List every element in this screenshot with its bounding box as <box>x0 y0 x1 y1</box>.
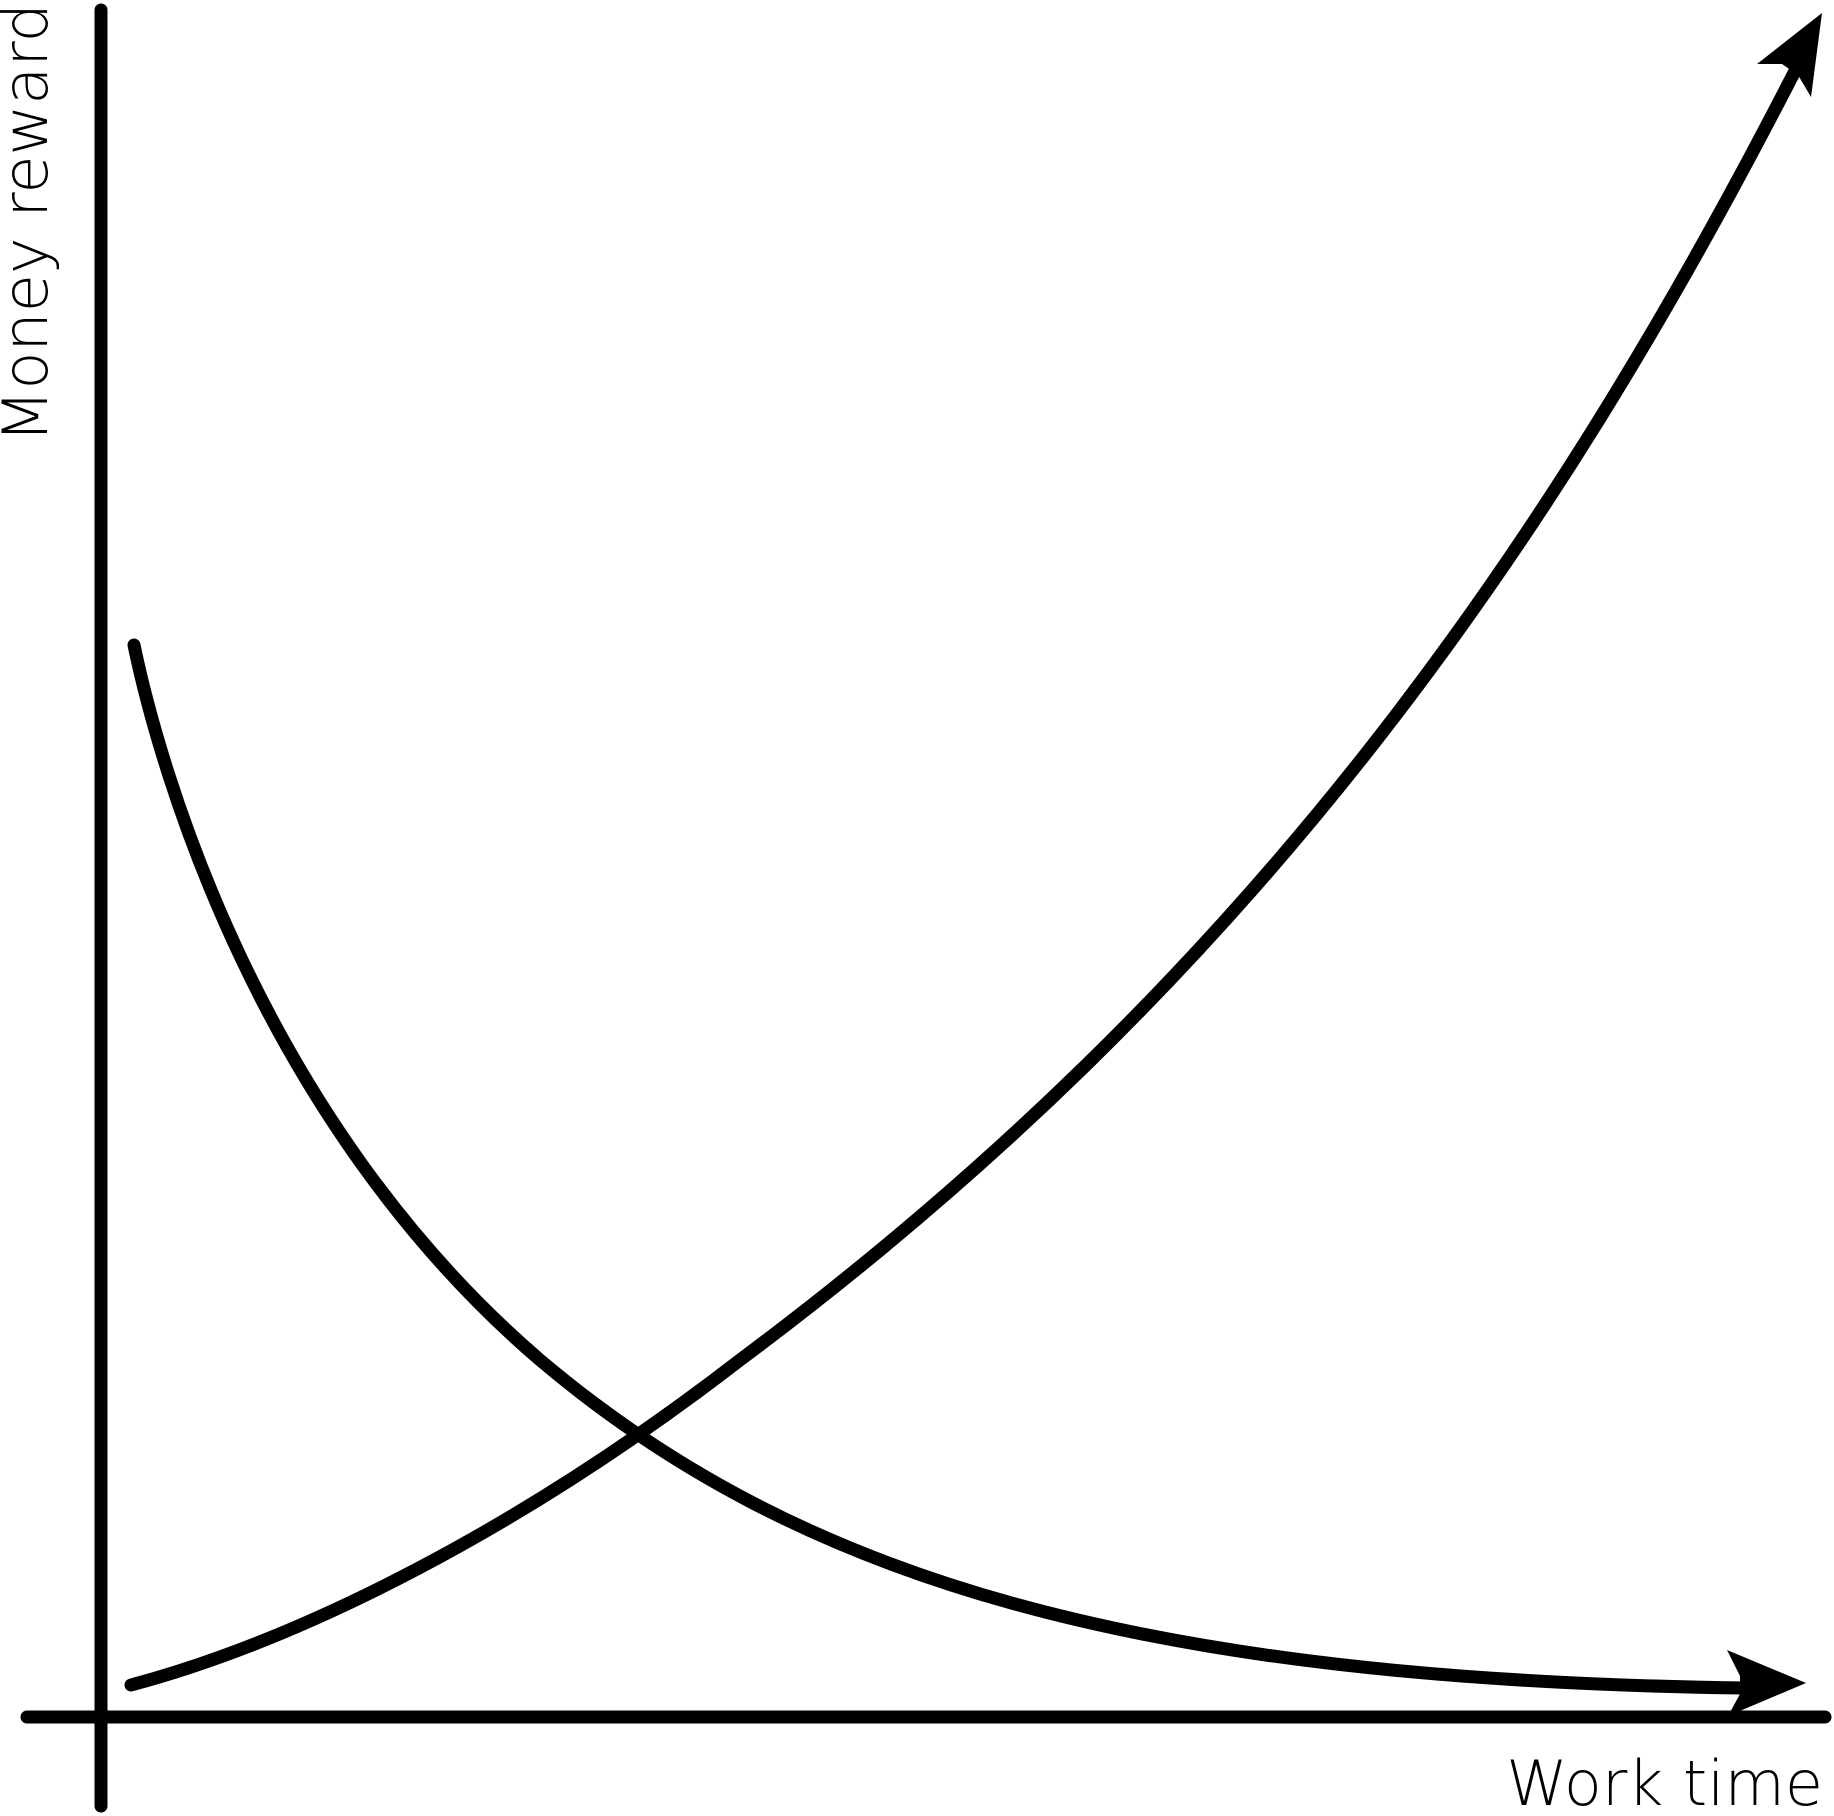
falling-curve <box>127 638 1752 1695</box>
rising-curve-arrowhead <box>1757 13 1822 97</box>
x-axis-label: Work time <box>1506 1747 1823 1816</box>
y-axis-label: Money reward <box>0 3 62 443</box>
falling-curve-arrowhead <box>1727 1650 1806 1716</box>
rising-curve <box>124 58 1805 1692</box>
